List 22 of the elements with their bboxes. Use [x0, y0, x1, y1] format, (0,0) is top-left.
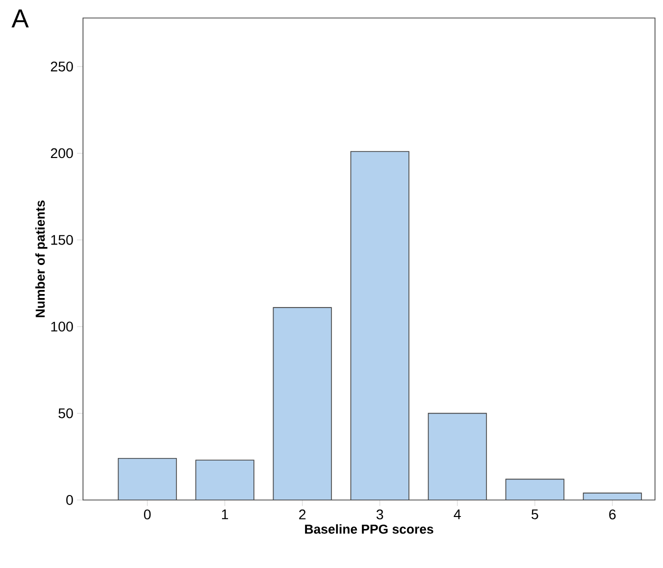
bar [118, 458, 176, 500]
x-tick-label: 6 [609, 510, 616, 520]
text: A [12, 10, 29, 28]
x-tick-label: 2 [299, 510, 306, 520]
y-tick-label: 250 [50, 62, 73, 72]
y-axis-title: Number of patients [35, 200, 48, 318]
y-tick-label: 200 [50, 148, 73, 158]
y-tick-label: 150 [51, 234, 73, 245]
y-tick-label: 0 [66, 495, 73, 505]
x-tick-label: 5 [532, 510, 538, 520]
x-axis-title: Baseline PPG scores [305, 524, 434, 534]
bar [196, 460, 254, 500]
x-tick-label: 3 [376, 510, 384, 520]
x-tick-label: 0 [144, 510, 151, 520]
bar [273, 308, 332, 500]
bar [506, 479, 564, 500]
bar [428, 413, 486, 500]
x-tick-label: 1 [222, 510, 228, 520]
bar [350, 152, 409, 500]
x-tick-label: 4 [454, 510, 461, 520]
y-tick-label: 50 [58, 408, 73, 418]
y-tick-label: 100 [51, 322, 73, 332]
